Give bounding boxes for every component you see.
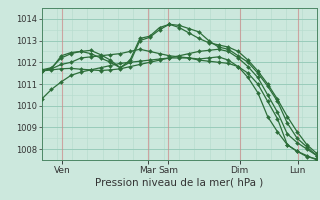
X-axis label: Pression niveau de la mer( hPa ): Pression niveau de la mer( hPa ) xyxy=(95,177,263,187)
